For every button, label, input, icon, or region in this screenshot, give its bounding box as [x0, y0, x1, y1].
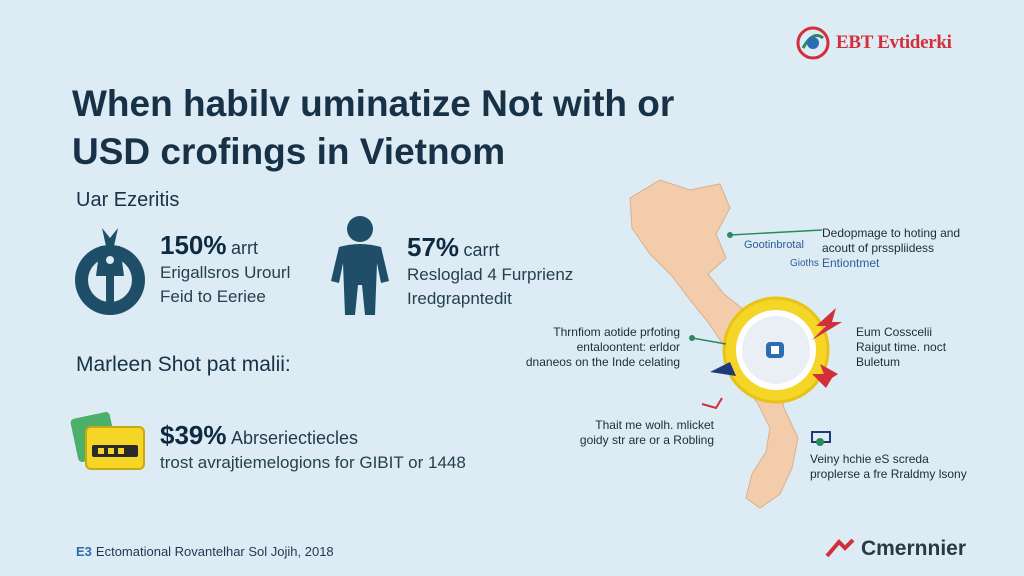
brand-name: EBT Evtiderki [836, 32, 952, 53]
map-callout-right-mid: Eum Cosscelii Raigut time. noct Buletum [856, 325, 986, 370]
callout-line-3: dnaneos on the Inde celating [525, 355, 680, 369]
market-section-heading: Marleen Shot pat malii: [76, 353, 291, 376]
brand-mark-icon [825, 538, 855, 558]
callout-line-2: proplerse a fre Rraldmy lsony [810, 467, 967, 481]
brand-header: EBT Evtiderki [796, 26, 952, 60]
callout-line-2: acoutt of prsspliidess [822, 241, 935, 255]
stat-line-1: Abrseriectiecles [230, 428, 358, 448]
callout-line-3: Buletum [856, 355, 901, 369]
stat-unit: arrt [230, 238, 258, 258]
page-title: When habilv uminatize Not with or USD cr… [72, 80, 712, 176]
stat-line-1: Resloglad 4 Furprienz [407, 265, 574, 284]
vietnam-map [629, 179, 842, 509]
stat-user-2: 57% carrt Resloglad 4 Furprienz Iredgrap… [407, 232, 573, 311]
callout-line-1: Veiny hchie eS screda [810, 452, 929, 466]
footer-brand: Cmernnier [825, 537, 966, 561]
footer-mark: E3 [76, 544, 92, 559]
money-bag-icon [75, 228, 145, 315]
person-icon [331, 216, 389, 315]
arrow-icon [710, 308, 842, 388]
callout-line-1: Dedopmage to hoting and [822, 226, 961, 240]
stat-unit: carrt [463, 240, 500, 260]
stat-user-1: 150% arrt Erigallsros Urourl Feid to Eer… [160, 230, 290, 309]
map-callout-side-label: Gootinbrotal [744, 239, 804, 251]
stat-line-1: Erigallsros Urourl [160, 263, 291, 282]
callout-line-2: goidy str are or a Robling [579, 433, 714, 447]
stat-line-2: Iredgrapntedit [407, 289, 512, 308]
footer-source: E3 Ectomational Rovantelhar Sol Jojih, 20… [76, 544, 334, 559]
user-section-heading: Uar Ezeritis [76, 189, 180, 211]
cash-stack-icon [70, 412, 145, 470]
map-callout-sub-label: Gioths [790, 258, 819, 269]
stat-value: 57% [407, 232, 460, 262]
globe-logo-icon [796, 26, 830, 60]
map-callout-left-mid: Thrnfiom aotide prfoting entaloontent: e… [512, 325, 680, 370]
footer-text: Ectomational Rovantelhar Sol Jojih, 2018 [95, 544, 334, 559]
callout-line-1: Eum Cosscelii [856, 325, 933, 339]
stat-line-2: Feid to Eeriee [160, 287, 266, 306]
stat-value: 150% [160, 230, 227, 260]
stat-market: $39% Abrseriectiecles trost avrajtiemelo… [160, 420, 466, 475]
callout-line-1: Thrnfiom aotide prfoting [553, 325, 680, 339]
title-line-2: USD crofings in Vietnom [72, 131, 506, 172]
map-callout-right-low: Veiny hchie eS screda proplerse a fre Rr… [810, 452, 1000, 482]
shield-badge-icon [766, 342, 784, 358]
footer-brand-name: Cmernnier [860, 537, 966, 560]
stat-value: $39% [160, 420, 227, 450]
title-line-1: When habilv uminatize Not with or [72, 83, 675, 124]
stat-line-2: trost avrajtiemelogions for GIBIT or 144… [160, 453, 466, 472]
callout-line-1: Thait me wolh. mlicket [595, 418, 714, 432]
callout-line-2: Raigut time. noct [856, 340, 947, 354]
callout-line-2: entaloontent: erldor [576, 340, 680, 354]
map-callout-left-low: Thait me wolh. mlicket goidy str are or … [554, 418, 714, 448]
map-callout-top-right: Dedopmage to hoting and acoutt of prsspl… [822, 226, 992, 271]
callout-line-3: Entiontmet [822, 256, 880, 270]
